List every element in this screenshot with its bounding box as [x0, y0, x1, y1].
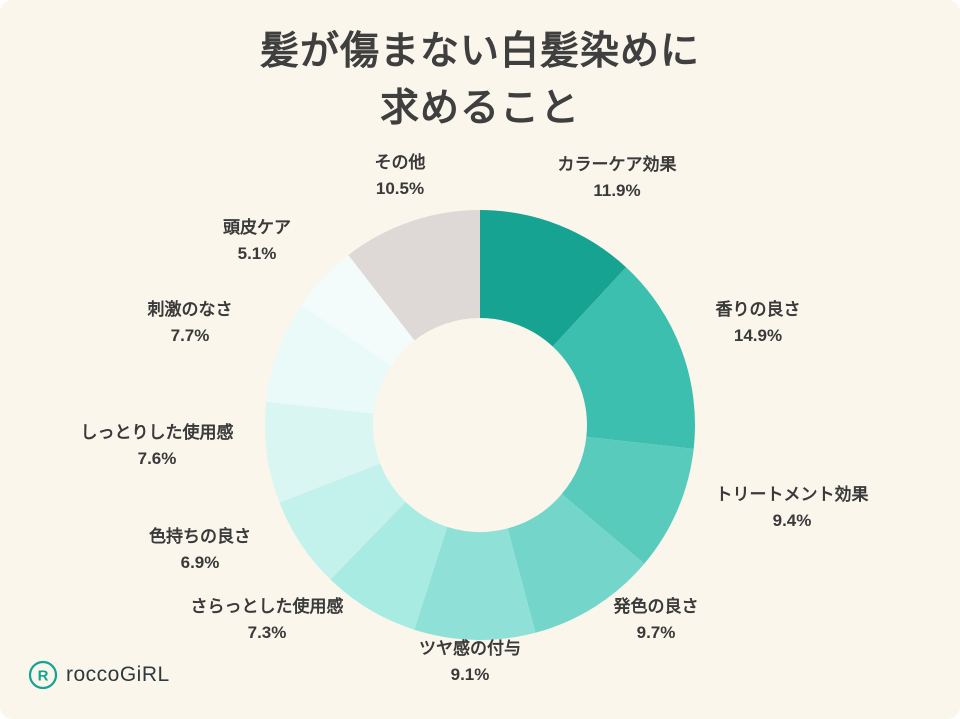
- slice-label-moist-feel: しっとりした使用感 7.6%: [81, 420, 234, 471]
- slice-label-pct: 9.7%: [636, 622, 676, 642]
- slice-label-text: 香りの良さ: [715, 300, 801, 319]
- donut-segment: [414, 526, 536, 641]
- donut-chart: [263, 208, 697, 642]
- donut-segment: [552, 267, 696, 449]
- donut-segment: [561, 436, 694, 564]
- slice-label-pct: 9.4%: [772, 510, 812, 530]
- slice-label-color-care: カラーケア効果 11.9%: [558, 152, 677, 203]
- chart-title-line2: 求めること: [379, 86, 580, 130]
- donut-segment: [266, 305, 392, 414]
- slice-label-pct: 14.9%: [733, 325, 783, 345]
- roccogirl-logo-icon: R: [28, 660, 58, 690]
- slice-label-text: 頭皮ケア: [223, 218, 291, 237]
- slice-label-pct: 10.5%: [375, 178, 425, 198]
- slice-label-pct: 7.7%: [170, 325, 210, 345]
- slice-label-text: しっとりした使用感: [80, 423, 234, 442]
- donut-segment: [301, 255, 415, 366]
- slice-label-color-development: 発色の良さ 9.7%: [614, 594, 699, 645]
- slice-label-treatment: トリートメント効果 9.4%: [716, 482, 869, 533]
- slice-label-smooth-feel: さらっとした使用感 7.3%: [191, 594, 344, 645]
- slice-label-pct: 5.1%: [237, 243, 277, 263]
- slice-label-text: カラーケア効果: [557, 155, 677, 174]
- donut-segment: [279, 463, 406, 580]
- slice-label-text: 刺激のなさ: [147, 300, 233, 319]
- chart-title-line1: 髪が傷まない白髪染めに: [259, 30, 700, 73]
- slice-label-text: 色持ちの良さ: [149, 527, 251, 546]
- slice-label-pct: 11.9%: [593, 180, 641, 200]
- slice-label-pct: 7.6%: [137, 448, 177, 468]
- slice-label-other: その他 10.5%: [375, 150, 426, 201]
- slice-label-text: 発色の良さ: [613, 597, 699, 616]
- svg-text:R: R: [38, 668, 49, 685]
- slice-label-color-retention: 色持ちの良さ 6.9%: [149, 524, 251, 575]
- slice-label-scalp-care: 頭皮ケア 5.1%: [223, 215, 291, 266]
- slice-label-fragrance: 香りの良さ 14.9%: [716, 297, 801, 348]
- slice-label-text: その他: [374, 153, 426, 172]
- chart-title: 髪が傷まない白髪染めに 求めること: [0, 24, 960, 137]
- slice-label-pct: 9.1%: [450, 664, 490, 684]
- slice-label-no-irritation: 刺激のなさ 7.7%: [148, 297, 233, 348]
- slice-label-pct: 6.9%: [180, 552, 220, 572]
- donut-segment: [330, 501, 448, 630]
- donut-segment: [265, 401, 381, 503]
- roccogirl-logo: R roccoGiRL: [28, 660, 170, 690]
- donut-segment: [480, 210, 627, 347]
- donut-segment: [348, 210, 480, 341]
- slice-label-pct: 7.3%: [247, 622, 287, 642]
- donut-chart-svg: [265, 210, 696, 641]
- slice-label-text: トリートメント効果: [715, 485, 869, 504]
- donut-segment: [507, 494, 645, 633]
- slice-label-shine: ツヤ感の付与 9.1%: [419, 636, 521, 687]
- logo-text: roccoGiRL: [66, 663, 170, 686]
- slice-label-text: さらっとした使用感: [190, 597, 344, 616]
- slice-label-text: ツヤ感の付与: [419, 639, 521, 658]
